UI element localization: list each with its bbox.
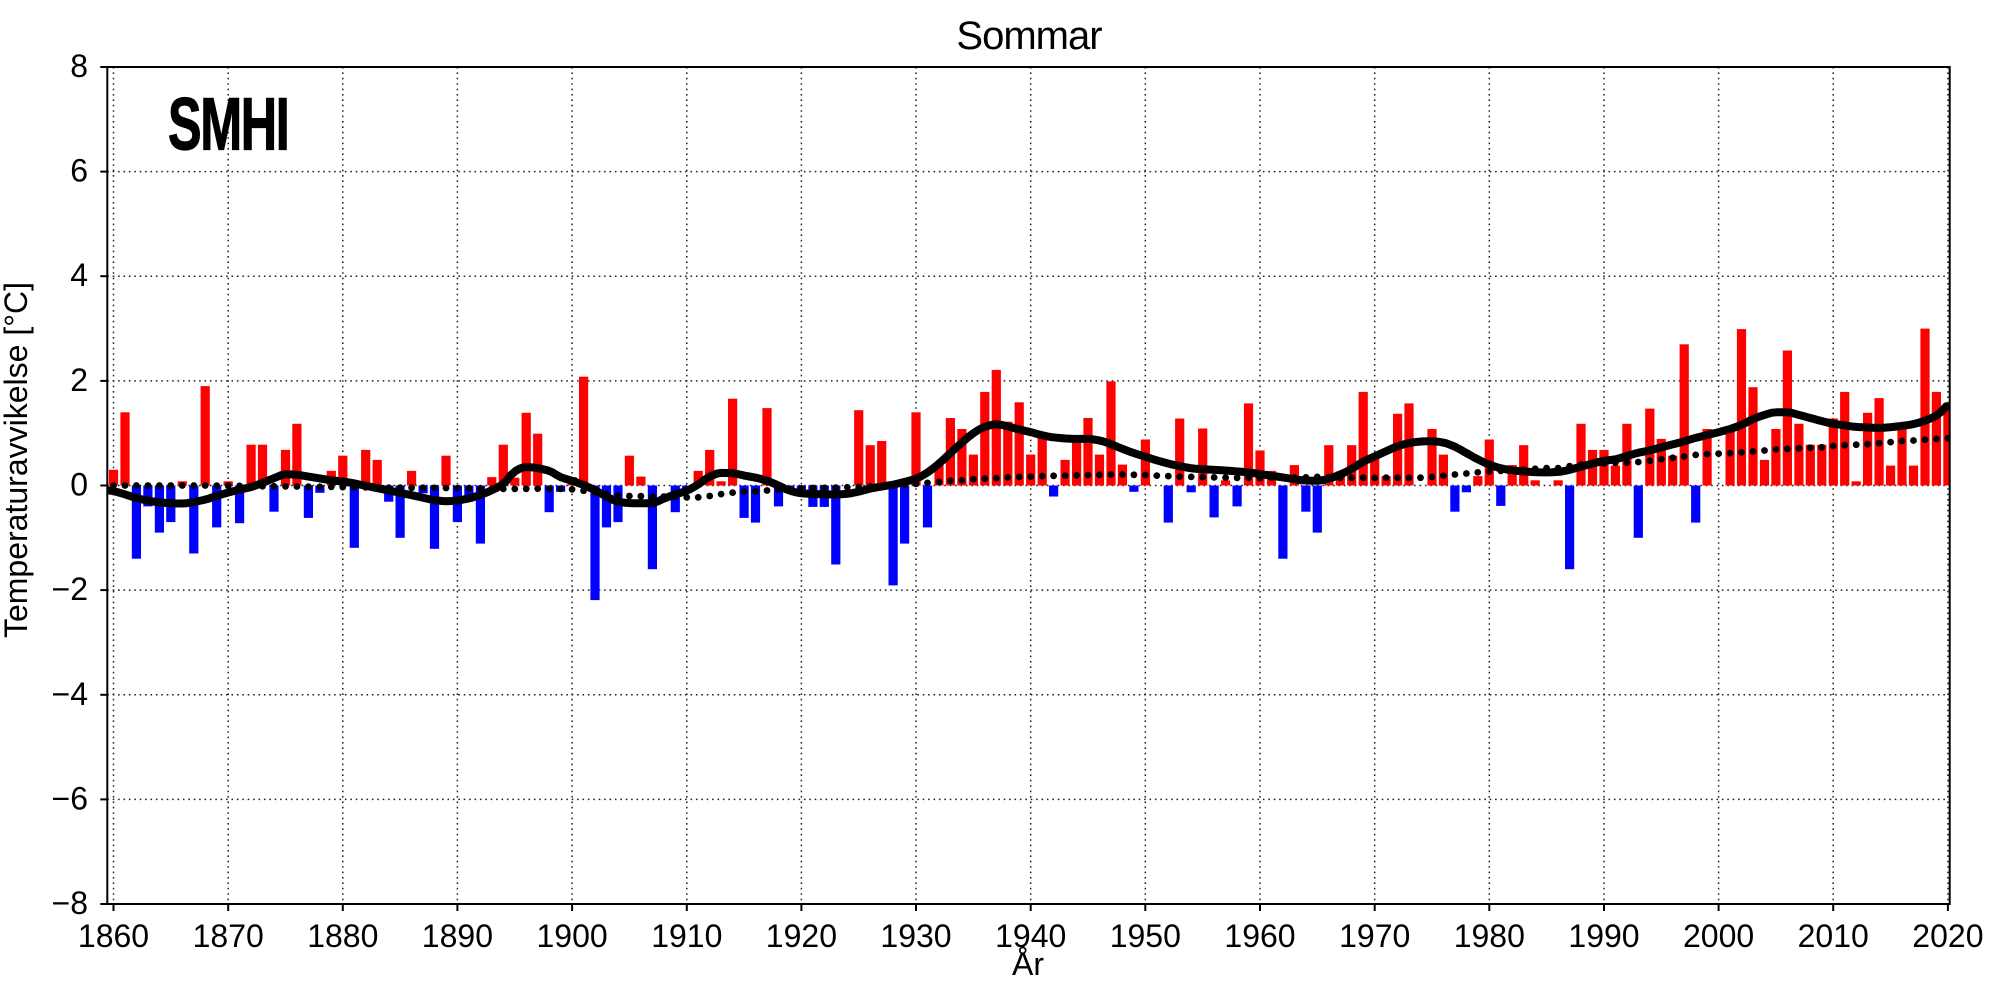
svg-text:0: 0 xyxy=(70,467,88,503)
svg-text:−4: −4 xyxy=(52,676,88,712)
svg-text:1920: 1920 xyxy=(766,918,837,954)
svg-text:1910: 1910 xyxy=(651,918,722,954)
svg-text:2010: 2010 xyxy=(1798,918,1869,954)
svg-text:1870: 1870 xyxy=(193,918,264,954)
svg-text:År: År xyxy=(1012,946,1044,982)
svg-text:−8: −8 xyxy=(52,885,88,921)
svg-text:1960: 1960 xyxy=(1224,918,1295,954)
svg-text:−2: −2 xyxy=(52,571,88,607)
svg-text:1880: 1880 xyxy=(307,918,378,954)
svg-text:2000: 2000 xyxy=(1683,918,1754,954)
svg-text:1890: 1890 xyxy=(422,918,493,954)
svg-text:4: 4 xyxy=(70,257,88,293)
svg-text:1990: 1990 xyxy=(1568,918,1639,954)
svg-text:8: 8 xyxy=(70,48,88,84)
svg-text:1980: 1980 xyxy=(1454,918,1525,954)
svg-text:1950: 1950 xyxy=(1110,918,1181,954)
svg-text:1900: 1900 xyxy=(537,918,608,954)
svg-text:2020: 2020 xyxy=(1912,918,1983,954)
svg-text:Sommar: Sommar xyxy=(956,14,1102,58)
svg-text:1940: 1940 xyxy=(995,918,1066,954)
svg-text:1970: 1970 xyxy=(1339,918,1410,954)
svg-text:6: 6 xyxy=(70,153,88,189)
svg-text:2: 2 xyxy=(70,362,88,398)
svg-text:Temperaturavvikelse [°C]: Temperaturavvikelse [°C] xyxy=(0,282,34,638)
svg-text:1930: 1930 xyxy=(880,918,951,954)
svg-text:SMHI: SMHI xyxy=(168,84,288,166)
svg-text:−6: −6 xyxy=(52,780,88,816)
svg-text:1860: 1860 xyxy=(78,918,149,954)
